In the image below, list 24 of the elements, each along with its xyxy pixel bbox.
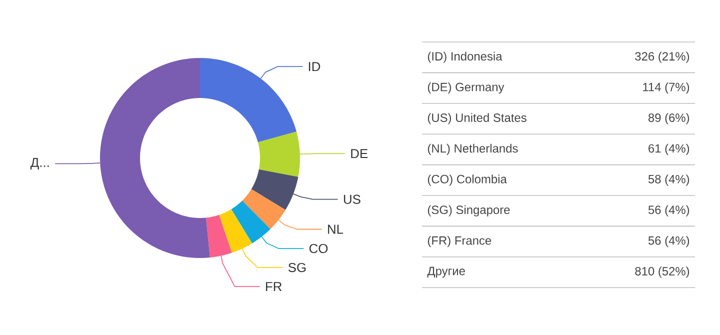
text: (DE) Germany <box>428 82 504 94</box>
slice-label: Д... <box>30 158 49 170</box>
text: (SG) Singapore <box>428 205 510 216</box>
slice-label: FR <box>266 282 282 291</box>
text: 61 (4%) <box>648 144 690 156</box>
slice-label: DE <box>351 149 368 158</box>
slice-label: SG <box>288 262 306 272</box>
text: 114 (7%) <box>643 82 690 94</box>
text: 58 (4%) <box>648 174 690 186</box>
text: (NL) Netherlands <box>428 144 518 156</box>
slice-label: CO <box>309 244 328 254</box>
text: (ID) Indonesia <box>428 52 502 63</box>
text: 56 (4%) <box>648 236 690 248</box>
slice-label: US <box>344 194 360 204</box>
slice-label: NL <box>328 224 344 234</box>
text: (CO) Colombia <box>428 174 507 186</box>
text: 326 (21%) <box>635 52 690 63</box>
slice-label: ID <box>308 62 320 72</box>
text: 89 (6%) <box>648 113 690 124</box>
text: Другие <box>427 266 465 278</box>
text: (FR) France <box>428 236 492 248</box>
text: 810 (52%) <box>635 266 690 278</box>
text: 56 (4%) <box>648 205 690 216</box>
text: (US) United States <box>428 113 526 124</box>
